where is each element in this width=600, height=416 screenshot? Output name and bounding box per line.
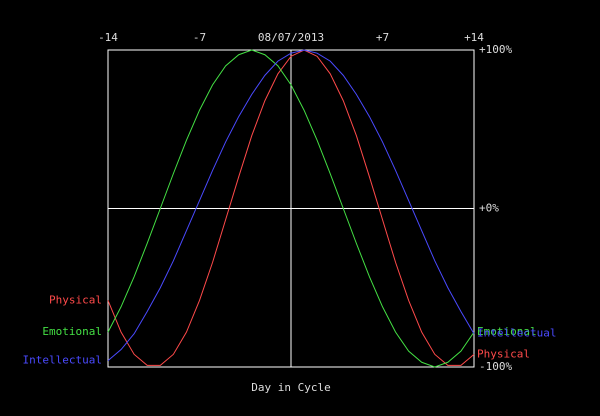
- series-label-right: Physical: [477, 347, 530, 360]
- series-label-left: Intellectual: [23, 354, 102, 367]
- x-tick-label: +14: [464, 31, 484, 44]
- series-label-right: Emotional: [477, 325, 537, 338]
- series-line: [107, 49, 475, 362]
- y-tick-label: -100%: [479, 360, 512, 373]
- series-label-left: Physical: [49, 293, 102, 306]
- series-line: [107, 49, 475, 368]
- series-label-left: Emotional: [42, 325, 102, 338]
- x-tick-label: -14: [98, 31, 118, 44]
- y-tick-label: +0%: [479, 202, 499, 215]
- x-tick-label: -7: [193, 31, 206, 44]
- series-line: [107, 49, 475, 366]
- x-axis-label: Day in Cycle: [251, 381, 330, 394]
- x-tick-label: +7: [376, 31, 389, 44]
- y-tick-label: +100%: [479, 43, 512, 56]
- series-label-right: Intellectual: [477, 327, 556, 340]
- x-tick-label: 08/07/2013: [258, 31, 324, 44]
